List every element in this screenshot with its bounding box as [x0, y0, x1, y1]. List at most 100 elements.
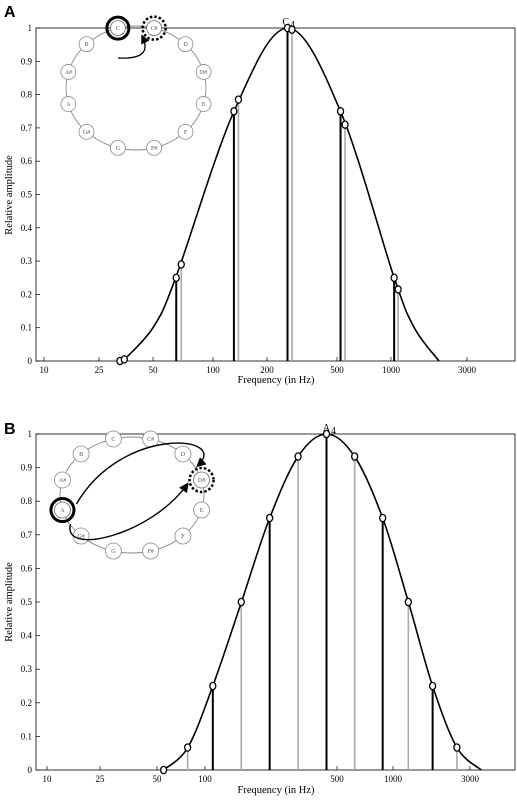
chart-marks-a: 0 0.1 0.2 0.3 0.4 0.5 0.6 0.7 0.8 0.9 1 10 25 50 100 20…	[21, 23, 477, 375]
envelope-curve	[122, 27, 440, 362]
note-circle-inset-b: C C# D D# E F F# G G# A A# B	[49, 430, 215, 560]
x-tick-label: 50	[153, 774, 163, 784]
note-node	[146, 139, 163, 156]
data-point	[159, 765, 168, 775]
note-label: E	[202, 102, 206, 108]
data-point	[177, 260, 185, 269]
data-point	[404, 597, 412, 607]
note-label: G	[111, 549, 116, 555]
data-point	[230, 107, 238, 116]
x-tick-label: 1000	[384, 774, 403, 784]
note-label: G#	[83, 130, 90, 136]
x-tick-label: 3000	[461, 774, 480, 784]
x-tick-label: 1000	[382, 365, 401, 375]
note-label: A	[66, 102, 71, 108]
y-tick-label: 0.1	[21, 731, 32, 741]
y-axis-title-b: Relative amplitude	[4, 562, 15, 642]
y-tick-label: 0.8	[21, 90, 33, 100]
note-node	[177, 123, 194, 140]
y-tick-label: 0.7	[21, 123, 33, 133]
source-note-highlight	[49, 497, 76, 524]
note-label: D	[183, 42, 188, 48]
note-label: F	[184, 130, 188, 136]
note-node	[193, 501, 210, 519]
x-tick-label: 200	[260, 365, 274, 375]
peak-note-label: C	[282, 17, 289, 28]
panel-letter-a: A	[4, 4, 16, 21]
data-point	[336, 107, 345, 116]
target-note-highlight	[141, 15, 167, 41]
note-node	[146, 20, 163, 37]
note-node	[60, 64, 77, 80]
y-tick-label: 0	[28, 356, 33, 366]
note-label: D#	[200, 70, 207, 76]
note-label: F	[181, 534, 185, 540]
y-axis-title-a: Relative amplitude	[4, 155, 15, 235]
note-node	[193, 471, 210, 489]
note-label: A#	[65, 70, 72, 76]
note-label: F#	[147, 549, 153, 555]
note-node	[177, 36, 194, 53]
note-label: D	[181, 452, 186, 458]
transition-arrow	[117, 34, 150, 59]
note-label: B	[84, 42, 88, 48]
data-point	[209, 681, 217, 691]
data-point	[390, 273, 398, 282]
source-note-highlight	[105, 15, 131, 41]
note-node	[54, 501, 71, 519]
note-node	[104, 542, 122, 560]
note-label: C#	[151, 26, 158, 32]
note-label: C	[111, 437, 115, 443]
y-tick-label: 0.9	[21, 463, 33, 473]
y-tick-label: 0.4	[21, 223, 33, 233]
x-tick-label: 100	[206, 365, 220, 375]
data-point	[294, 452, 302, 461]
target-note-highlight	[188, 466, 215, 494]
data-point	[322, 429, 331, 439]
x-tick-label: 10	[40, 365, 50, 375]
note-node	[174, 527, 192, 545]
note-node	[72, 445, 90, 463]
note-label: A#	[59, 478, 66, 484]
y-tick-label: 0	[28, 765, 33, 775]
data-point	[234, 95, 243, 104]
panel-a: A C 4 Frequency (in Hz) Relative amplitu…	[4, 4, 516, 386]
data-point	[351, 452, 359, 461]
y-tick-label: 0.8	[21, 496, 33, 506]
x-axis-title-b: Frequency (in Hz)	[238, 785, 315, 796]
note-node	[78, 123, 95, 140]
data-point	[172, 273, 180, 282]
y-tick-label: 0.4	[21, 631, 33, 641]
data-point	[379, 513, 387, 523]
y-tick-label: 0.7	[21, 530, 33, 540]
x-tick-label: 50	[149, 365, 159, 375]
panel-b: B A 4 Frequency (in Hz) Relative amplitu…	[4, 421, 516, 796]
y-tick-label: 1	[28, 23, 33, 33]
panel-letter-b: B	[4, 421, 16, 438]
y-tick-label: 0.3	[21, 664, 33, 674]
y-tick-label: 1	[28, 429, 33, 439]
x-tick-label: 100	[198, 774, 212, 784]
y-tick-label: 0.5	[21, 597, 33, 607]
peak-octave-label: 4	[331, 426, 336, 437]
note-node	[104, 430, 122, 448]
note-node	[109, 139, 126, 156]
y-tick-label: 0.5	[21, 190, 33, 200]
note-label: G	[116, 146, 121, 152]
peak-note-label: A	[323, 423, 331, 434]
data-point	[394, 285, 402, 294]
data-point	[453, 743, 461, 752]
x-tick-label: 500	[330, 774, 344, 784]
data-point	[428, 681, 437, 691]
note-label: B	[79, 452, 83, 458]
y-tick-label: 0.6	[21, 563, 33, 573]
note-label: G#	[77, 534, 84, 540]
data-point	[266, 513, 274, 523]
note-circle-ring	[59, 436, 205, 554]
data-point	[183, 743, 192, 752]
y-tick-label: 0.2	[21, 289, 32, 299]
note-label: D#	[198, 478, 205, 484]
note-circle-inset-a: C C# D D# E F F# G G# A A# B	[60, 15, 212, 156]
note-node	[109, 20, 126, 37]
